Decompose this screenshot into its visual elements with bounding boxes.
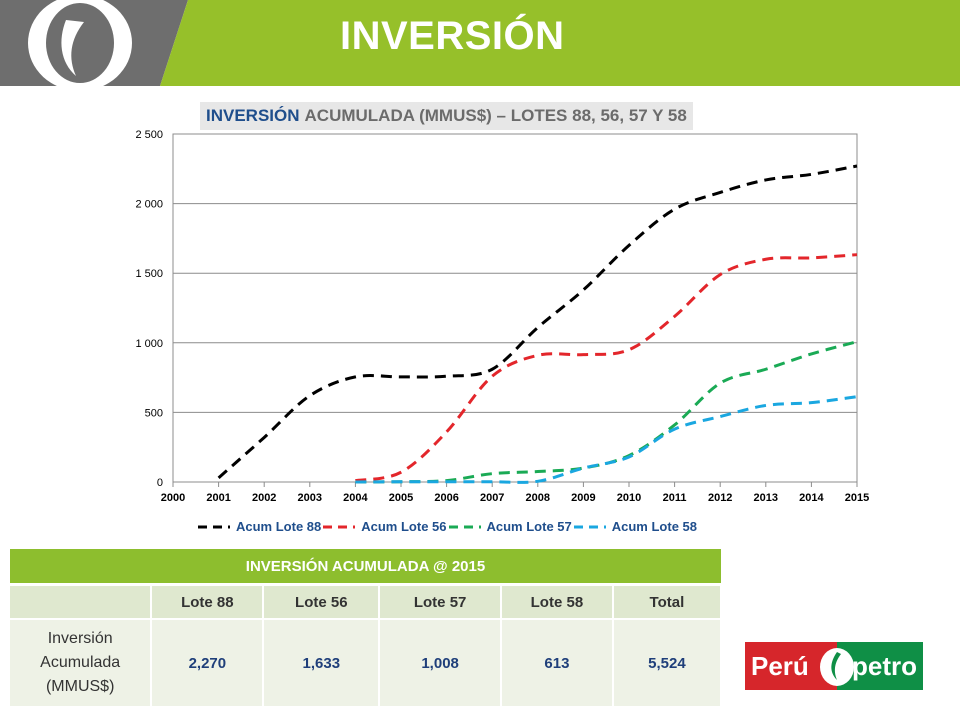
x-tick-label: 2013 bbox=[754, 492, 778, 504]
logo-drop-icon bbox=[820, 648, 854, 686]
x-tick-label: 2009 bbox=[571, 492, 595, 504]
x-tick-label: 2005 bbox=[389, 492, 413, 504]
series-line-acum-lote-58 bbox=[355, 395, 858, 484]
legend-swatch-lote-57 bbox=[448, 525, 481, 528]
x-tick-label: 2006 bbox=[434, 492, 458, 504]
table-header-row: Lote 88 Lote 56 Lote 57 Lote 58 Total bbox=[10, 584, 723, 620]
y-tick-label: 2 500 bbox=[135, 129, 163, 141]
table-title: INVERSIÓN ACUMULADA @ 2015 bbox=[10, 549, 721, 586]
table-row-label: Inversión Acumulada (MMUS$) bbox=[10, 619, 153, 706]
legend-swatch-lote-88 bbox=[198, 525, 230, 528]
legend-swatch-lote-56 bbox=[323, 525, 356, 528]
table-cell-lote-56: 1,633 bbox=[263, 619, 381, 706]
y-tick-label: 500 bbox=[145, 407, 163, 419]
x-tick-label: 2011 bbox=[663, 492, 687, 504]
x-tick-label: 2002 bbox=[252, 492, 276, 504]
table-header-empty bbox=[10, 584, 153, 620]
investment-summary-table: INVERSIÓN ACUMULADA @ 2015 Lote 88 Lote … bbox=[10, 549, 723, 706]
legend-label-lote-57: Acum Lote 57 bbox=[486, 519, 572, 534]
table-header-lote-88: Lote 88 bbox=[151, 584, 265, 620]
x-tick-label: 2012 bbox=[708, 492, 732, 504]
row-label-line-2: Acumulada bbox=[40, 654, 121, 671]
table-header-total: Total bbox=[612, 584, 723, 620]
perupetro-logo: Perú petro bbox=[745, 642, 923, 690]
table-cell-lote-57: 1,008 bbox=[379, 619, 502, 706]
legend-swatch-lote-58 bbox=[573, 525, 606, 528]
table-cell-total: 5,524 bbox=[612, 619, 723, 706]
table-header-lote-56: Lote 56 bbox=[263, 584, 381, 620]
company-emblem-icon bbox=[28, 0, 132, 86]
x-tick-label: 2004 bbox=[343, 492, 368, 504]
x-tick-label: 2015 bbox=[845, 492, 869, 504]
series-line-acum-lote-88 bbox=[217, 164, 858, 479]
x-tick-label: 2000 bbox=[161, 492, 185, 504]
logo-right-text: petro bbox=[837, 642, 923, 690]
plot-area bbox=[172, 133, 858, 483]
legend-item-lote-56: Acum Lote 56 bbox=[321, 519, 447, 534]
legend-item-lote-88: Acum Lote 88 bbox=[196, 519, 321, 534]
chart-title: INVERSIÓN ACUMULADA (MMUS$) – LOTES 88, … bbox=[200, 102, 693, 130]
table-title-row: INVERSIÓN ACUMULADA @ 2015 bbox=[10, 549, 721, 586]
x-tick-label: 2008 bbox=[526, 492, 550, 504]
legend-label-lote-58: Acum Lote 58 bbox=[611, 519, 697, 534]
table-header-lote-58: Lote 58 bbox=[500, 584, 614, 620]
x-tick-label: 2001 bbox=[206, 492, 230, 504]
chart-legend: Acum Lote 88 Acum Lote 56 Acum Lote 57 A… bbox=[196, 519, 697, 534]
x-tick-label: 2003 bbox=[298, 492, 322, 504]
legend-label-lote-56: Acum Lote 56 bbox=[361, 519, 447, 534]
row-label-line-3: (MMUS$) bbox=[45, 678, 115, 695]
table-cell-lote-58: 613 bbox=[500, 619, 614, 706]
x-tick-label: 2014 bbox=[799, 492, 824, 504]
table-header-lote-57: Lote 57 bbox=[379, 584, 502, 620]
series-line-acum-lote-56 bbox=[355, 253, 858, 483]
slide-header: INVERSIÓN bbox=[0, 0, 960, 86]
y-tick-label: 1 500 bbox=[135, 268, 163, 280]
legend-item-lote-58: Acum Lote 58 bbox=[572, 519, 697, 534]
slide-title: INVERSIÓN bbox=[340, 14, 565, 58]
header-background bbox=[0, 0, 960, 86]
legend-item-lote-57: Acum Lote 57 bbox=[447, 519, 572, 534]
x-tick-label: 2010 bbox=[617, 492, 641, 504]
chart-title-rest: ACUMULADA (MMUS$) – LOTES 88, 56, 57 Y 5… bbox=[304, 106, 687, 125]
row-label-line-1: Inversión bbox=[47, 630, 113, 647]
table-cell-lote-88: 2,270 bbox=[151, 619, 265, 706]
table-row: Inversión Acumulada (MMUS$) 2,270 1,633 … bbox=[10, 619, 723, 706]
chart-title-highlight: INVERSIÓN bbox=[206, 106, 300, 125]
x-tick-label: 2007 bbox=[480, 492, 504, 504]
series-line-acum-lote-57 bbox=[355, 340, 858, 484]
y-tick-label: 2 000 bbox=[135, 199, 163, 211]
y-tick-label: 1 000 bbox=[135, 338, 163, 350]
legend-label-lote-88: Acum Lote 88 bbox=[236, 519, 322, 534]
y-tick-label: 0 bbox=[157, 477, 163, 489]
